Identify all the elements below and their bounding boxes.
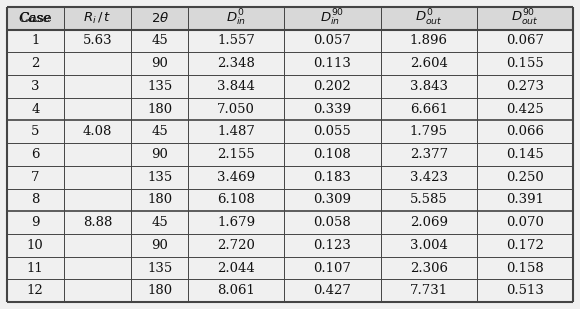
Text: 90: 90 bbox=[151, 239, 168, 252]
Text: 2.306: 2.306 bbox=[409, 262, 448, 275]
Text: 5.585: 5.585 bbox=[410, 193, 448, 206]
Text: 0.427: 0.427 bbox=[314, 284, 351, 297]
Text: 1.557: 1.557 bbox=[218, 34, 255, 47]
Text: 5.63: 5.63 bbox=[83, 34, 113, 47]
Text: 11: 11 bbox=[27, 262, 44, 275]
Text: 45: 45 bbox=[151, 216, 168, 229]
Text: 90: 90 bbox=[151, 57, 168, 70]
Text: 4.08: 4.08 bbox=[83, 125, 112, 138]
Text: 7: 7 bbox=[31, 171, 39, 184]
Text: 2.604: 2.604 bbox=[409, 57, 448, 70]
Text: 0.339: 0.339 bbox=[313, 103, 351, 116]
Text: 90: 90 bbox=[151, 148, 168, 161]
Text: 6.108: 6.108 bbox=[218, 193, 255, 206]
Text: 0.391: 0.391 bbox=[506, 193, 544, 206]
Text: 7.050: 7.050 bbox=[218, 103, 255, 116]
Text: 8.061: 8.061 bbox=[218, 284, 255, 297]
Text: 3.844: 3.844 bbox=[218, 80, 255, 93]
Text: $D_{in}^{90}$: $D_{in}^{90}$ bbox=[320, 8, 345, 28]
Text: 1.487: 1.487 bbox=[218, 125, 255, 138]
Text: 2.377: 2.377 bbox=[409, 148, 448, 161]
Text: $D_{out}^{90}$: $D_{out}^{90}$ bbox=[511, 8, 539, 28]
Text: 6: 6 bbox=[31, 148, 39, 161]
Text: 12: 12 bbox=[27, 284, 44, 297]
Text: 8: 8 bbox=[31, 193, 39, 206]
Text: 9: 9 bbox=[31, 216, 39, 229]
Text: 10: 10 bbox=[27, 239, 44, 252]
Text: 3.469: 3.469 bbox=[217, 171, 255, 184]
Text: 1.896: 1.896 bbox=[409, 34, 448, 47]
Text: 4: 4 bbox=[31, 103, 39, 116]
Text: 2.044: 2.044 bbox=[218, 262, 255, 275]
Text: 2.348: 2.348 bbox=[218, 57, 255, 70]
Text: 0.202: 0.202 bbox=[314, 80, 351, 93]
Text: 0.155: 0.155 bbox=[506, 57, 544, 70]
Text: 180: 180 bbox=[147, 103, 172, 116]
Text: 5: 5 bbox=[31, 125, 39, 138]
Text: 2.155: 2.155 bbox=[218, 148, 255, 161]
Text: 45: 45 bbox=[151, 34, 168, 47]
Text: 0.113: 0.113 bbox=[314, 57, 351, 70]
Text: 7.731: 7.731 bbox=[409, 284, 448, 297]
Text: $D_{in}^{0}$: $D_{in}^{0}$ bbox=[226, 8, 246, 28]
Text: 0.183: 0.183 bbox=[314, 171, 351, 184]
Text: 0.309: 0.309 bbox=[313, 193, 351, 206]
Text: 0.123: 0.123 bbox=[314, 239, 351, 252]
Text: Case: Case bbox=[19, 12, 52, 25]
Text: 0.055: 0.055 bbox=[314, 125, 351, 138]
Text: 0.425: 0.425 bbox=[506, 103, 544, 116]
Text: 180: 180 bbox=[147, 284, 172, 297]
Text: 0.250: 0.250 bbox=[506, 171, 544, 184]
Text: 0.057: 0.057 bbox=[314, 34, 351, 47]
Text: 0.172: 0.172 bbox=[506, 239, 544, 252]
Text: $R_i\,/\,t$: $R_i\,/\,t$ bbox=[84, 11, 112, 26]
Text: 0.513: 0.513 bbox=[506, 284, 544, 297]
Bar bbox=[7, 7, 573, 30]
Text: 0.107: 0.107 bbox=[314, 262, 351, 275]
Text: 0.058: 0.058 bbox=[314, 216, 351, 229]
Text: 2.069: 2.069 bbox=[409, 216, 448, 229]
Text: 0.108: 0.108 bbox=[314, 148, 351, 161]
Text: 135: 135 bbox=[147, 80, 172, 93]
Text: 0.067: 0.067 bbox=[506, 34, 544, 47]
Text: Case: Case bbox=[19, 12, 52, 25]
Text: 1.679: 1.679 bbox=[217, 216, 255, 229]
Text: 180: 180 bbox=[147, 193, 172, 206]
Text: 2: 2 bbox=[31, 57, 39, 70]
Text: 0.066: 0.066 bbox=[506, 125, 544, 138]
Text: 6.661: 6.661 bbox=[409, 103, 448, 116]
Text: 0.070: 0.070 bbox=[506, 216, 544, 229]
Text: 1.795: 1.795 bbox=[409, 125, 448, 138]
Text: 0.158: 0.158 bbox=[506, 262, 544, 275]
Text: $D_{out}^{0}$: $D_{out}^{0}$ bbox=[415, 8, 443, 28]
Text: 2.720: 2.720 bbox=[218, 239, 255, 252]
Text: 135: 135 bbox=[147, 262, 172, 275]
Text: 0.145: 0.145 bbox=[506, 148, 544, 161]
Text: 3.843: 3.843 bbox=[409, 80, 448, 93]
Text: 0.273: 0.273 bbox=[506, 80, 544, 93]
Text: 3: 3 bbox=[31, 80, 39, 93]
Text: 135: 135 bbox=[147, 171, 172, 184]
Text: 3.423: 3.423 bbox=[409, 171, 448, 184]
Text: 45: 45 bbox=[151, 125, 168, 138]
Text: 1: 1 bbox=[31, 34, 39, 47]
Text: 3.004: 3.004 bbox=[409, 239, 448, 252]
Text: 8.88: 8.88 bbox=[83, 216, 112, 229]
Text: $2\theta$: $2\theta$ bbox=[151, 11, 169, 25]
